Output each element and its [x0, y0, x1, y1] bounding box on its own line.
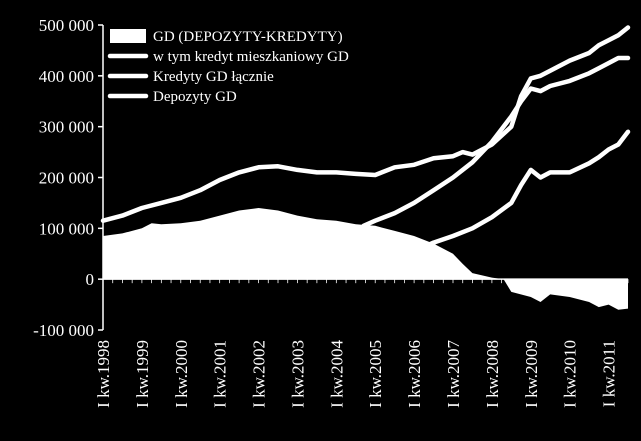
- x-tick-label: I kw.2008: [483, 340, 502, 408]
- x-tick-label: I kw.2011: [600, 340, 619, 407]
- legend-label: GD (DEPOZYTY-KREDYTY): [153, 29, 343, 45]
- x-tick-label: I kw.2001: [211, 340, 230, 408]
- legend-label: Kredyty GD łącznie: [153, 69, 274, 85]
- x-tick-label: I kw.2009: [522, 340, 541, 408]
- x-tick-label: I kw.2002: [250, 340, 269, 408]
- series-line-3: [100, 25, 631, 223]
- y-tick-label: -100 000: [33, 321, 94, 340]
- y-tick-label: 0: [86, 270, 95, 289]
- x-tick-label: I kw.2010: [561, 340, 580, 408]
- y-tick-label: 400 000: [39, 67, 94, 86]
- x-tick-label: I kw.1999: [133, 340, 152, 408]
- x-tick-label: I kw.2006: [405, 340, 424, 408]
- legend-label: Depozyty GD: [153, 89, 237, 105]
- plot-area: [100, 25, 631, 310]
- x-tick-label: I kw.2004: [327, 340, 346, 408]
- y-axis: 500 000 400 000 300 000 200 000 100 000 0 -100…: [33, 16, 104, 340]
- y-tick-label: 200 000: [39, 169, 94, 188]
- y-tick-label: 500 000: [39, 16, 94, 35]
- x-axis: I kw.1998 I kw.1999 I kw.2000 I kw.2001 I kw…: [94, 278, 629, 408]
- series-line-1: [423, 129, 631, 249]
- legend: GD (DEPOZYTY-KREDYTY) w tym kredyt mieszk…: [107, 29, 349, 105]
- y-tick-label: 300 000: [39, 118, 94, 137]
- x-tick-label: I kw.1998: [94, 340, 113, 408]
- legend-swatch: [110, 29, 146, 43]
- legend-label: w tym kredyt mieszkaniowy GD: [153, 49, 349, 65]
- x-tick-label: I kw.2007: [444, 340, 463, 408]
- x-tick-label: I kw.2003: [288, 340, 307, 408]
- series-area-0: [103, 208, 628, 310]
- x-tick-label: I kw.2000: [172, 340, 191, 408]
- x-tick-label: I kw.2005: [366, 340, 385, 408]
- y-tick-label: 100 000: [39, 219, 94, 238]
